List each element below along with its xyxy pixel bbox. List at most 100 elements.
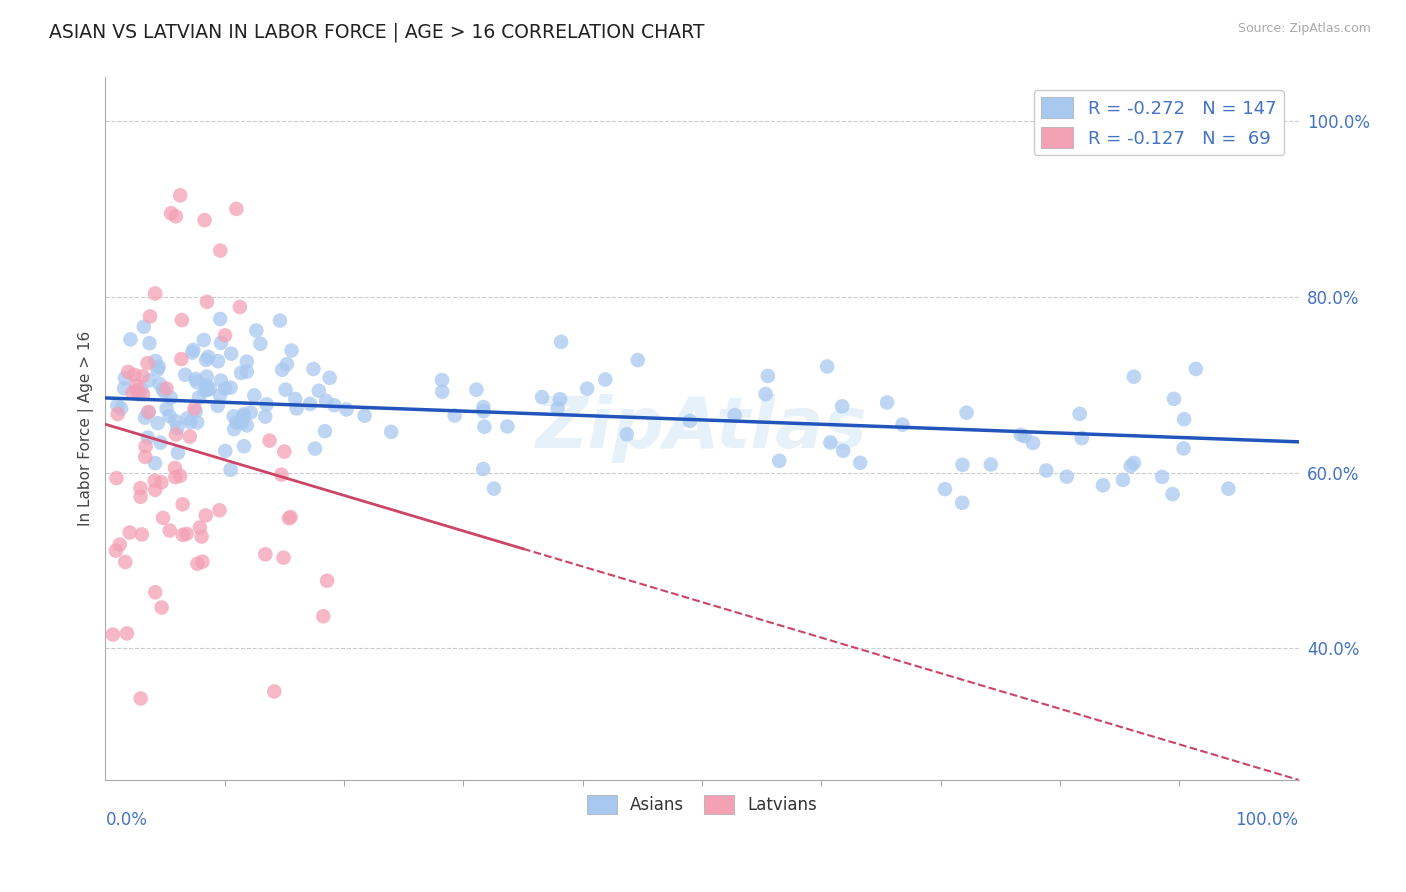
- Point: [134, 410, 156, 425]
- Point: [181, 345, 204, 359]
- Point: [194, 508, 217, 523]
- Point: [195, 294, 218, 309]
- Point: [135, 439, 157, 453]
- Point: [547, 401, 569, 416]
- Point: [115, 626, 138, 640]
- Point: [148, 376, 170, 391]
- Point: [302, 362, 325, 376]
- Point: [236, 354, 259, 368]
- Point: [443, 409, 465, 423]
- Point: [207, 399, 229, 413]
- Point: [214, 443, 236, 458]
- Point: [172, 528, 194, 542]
- Point: [225, 416, 247, 430]
- Point: [335, 402, 357, 417]
- Point: [256, 397, 278, 411]
- Point: [269, 313, 291, 327]
- Point: [143, 585, 166, 599]
- Point: [1163, 392, 1185, 406]
- Point: [118, 525, 141, 540]
- Point: [312, 609, 335, 624]
- Point: [980, 458, 1002, 472]
- Point: [284, 392, 307, 406]
- Point: [208, 503, 231, 517]
- Y-axis label: In Labor Force | Age > 16: In Labor Force | Age > 16: [79, 331, 94, 526]
- Point: [134, 450, 156, 464]
- Point: [1112, 473, 1135, 487]
- Point: [263, 684, 285, 698]
- Point: [1122, 369, 1144, 384]
- Point: [159, 409, 181, 423]
- Point: [955, 406, 977, 420]
- Point: [531, 390, 554, 404]
- Point: [299, 397, 322, 411]
- Point: [314, 424, 336, 438]
- Point: [233, 439, 256, 453]
- Point: [195, 378, 218, 392]
- Point: [186, 557, 208, 571]
- Point: [143, 286, 166, 301]
- Point: [831, 400, 853, 414]
- Point: [190, 530, 212, 544]
- Point: [1069, 407, 1091, 421]
- Point: [108, 537, 131, 551]
- Point: [165, 427, 187, 442]
- Point: [432, 384, 454, 399]
- Point: [131, 527, 153, 541]
- Point: [153, 384, 176, 399]
- Point: [183, 401, 205, 416]
- Point: [225, 202, 247, 216]
- Point: [117, 365, 139, 379]
- Point: [131, 369, 153, 384]
- Point: [209, 335, 232, 350]
- Point: [245, 323, 267, 337]
- Point: [114, 555, 136, 569]
- Point: [891, 417, 914, 432]
- Point: [167, 446, 190, 460]
- Point: [229, 366, 252, 380]
- Point: [125, 378, 148, 392]
- Point: [146, 416, 169, 430]
- Point: [820, 435, 842, 450]
- Point: [197, 350, 219, 364]
- Point: [232, 408, 254, 422]
- Point: [188, 520, 211, 534]
- Point: [1185, 362, 1208, 376]
- Point: [679, 414, 702, 428]
- Point: [129, 481, 152, 495]
- Point: [174, 368, 197, 382]
- Point: [191, 555, 214, 569]
- Point: [270, 467, 292, 482]
- Point: [239, 406, 262, 420]
- Point: [138, 405, 160, 419]
- Point: [756, 368, 779, 383]
- Point: [150, 475, 173, 490]
- Point: [187, 391, 209, 405]
- Point: [120, 332, 142, 346]
- Point: [277, 511, 299, 525]
- Point: [496, 419, 519, 434]
- Point: [179, 415, 201, 429]
- Point: [152, 382, 174, 396]
- Point: [184, 372, 207, 386]
- Point: [163, 461, 186, 475]
- Point: [105, 399, 128, 413]
- Point: [1161, 487, 1184, 501]
- Point: [380, 425, 402, 439]
- Point: [1070, 431, 1092, 445]
- Point: [616, 427, 638, 442]
- Point: [273, 444, 295, 458]
- Point: [159, 391, 181, 405]
- Point: [285, 401, 308, 416]
- Point: [550, 334, 572, 349]
- Point: [129, 490, 152, 504]
- Point: [950, 496, 973, 510]
- Point: [143, 474, 166, 488]
- Point: [318, 371, 340, 385]
- Point: [308, 384, 330, 398]
- Point: [136, 405, 159, 419]
- Point: [114, 371, 136, 385]
- Point: [101, 627, 124, 641]
- Point: [1035, 463, 1057, 477]
- Point: [121, 385, 143, 400]
